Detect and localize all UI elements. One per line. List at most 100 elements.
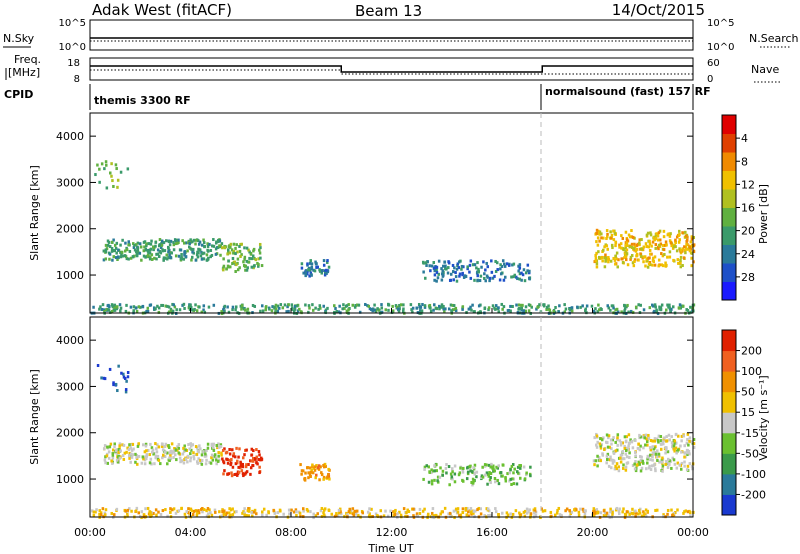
power-cell [520, 278, 523, 282]
power-cell [287, 309, 290, 313]
power-cell [395, 305, 399, 309]
power-cell [526, 263, 530, 267]
power-cell [116, 255, 120, 259]
power-cell [105, 186, 109, 190]
velocity-cell [110, 459, 113, 463]
velocity-cell [485, 471, 489, 475]
velocity-cell [134, 460, 137, 464]
power-cell [295, 304, 299, 308]
velocity-cell [637, 512, 640, 516]
velocity-cell [192, 451, 195, 455]
velocity-cell [518, 464, 521, 468]
power-cell [197, 242, 201, 246]
velocity-cell [674, 446, 678, 450]
power-cell [441, 269, 444, 273]
freq-label: Freq. [14, 53, 41, 66]
velocity-cell [236, 459, 239, 463]
power-cell [605, 229, 609, 233]
power-cell [245, 259, 249, 263]
power-cell [145, 309, 148, 313]
velocity-cell [261, 510, 264, 514]
power-cell [219, 253, 222, 257]
power-cell [477, 270, 481, 274]
velocity-cell [258, 471, 261, 475]
power-cell [325, 270, 328, 274]
power-cell [645, 257, 649, 261]
power-cell [183, 253, 186, 257]
power-cell [220, 242, 224, 246]
power-cell [112, 255, 116, 259]
velocity-cell [128, 451, 131, 455]
velocity-cell [140, 461, 144, 465]
power-cell [500, 264, 504, 268]
velocity-cell [688, 436, 692, 440]
power-cell [433, 303, 436, 307]
velocity-cell [160, 444, 164, 448]
power-cell [384, 308, 388, 312]
velocity-cell [231, 513, 235, 517]
velocity-cell [602, 436, 605, 440]
power-cell [624, 230, 628, 234]
power-cell [606, 232, 609, 236]
velocity-cell [583, 509, 587, 513]
velocity-cell [524, 509, 527, 513]
power-cell [223, 246, 227, 250]
power-cell [597, 303, 600, 307]
velocity-cell [509, 512, 512, 516]
velocity-cell [216, 446, 219, 450]
power-cell [189, 303, 192, 307]
power-cell [644, 264, 647, 268]
power-cell [153, 256, 156, 260]
power-cell [447, 266, 450, 270]
power-cell [118, 303, 122, 307]
power-cell [287, 303, 290, 307]
velocity-cell [100, 376, 103, 380]
power-cell [106, 243, 110, 247]
power-cell [124, 309, 128, 313]
velocity-cell [163, 454, 167, 458]
power-cell [602, 248, 605, 252]
velocity-cell [423, 465, 427, 469]
power-cell [160, 241, 163, 245]
velocity-cell [118, 444, 121, 448]
power-cell [135, 250, 138, 254]
velocity-cell [212, 448, 216, 452]
velocity-cell [472, 466, 475, 470]
velocity-cell [406, 508, 409, 512]
power-cell [684, 251, 687, 255]
power-cell [677, 240, 681, 244]
power-cell [374, 308, 378, 312]
velocity-cell [642, 446, 645, 450]
power-cell [614, 262, 617, 266]
velocity-cell [487, 509, 491, 513]
power-cell [310, 273, 313, 277]
velocity-cell [634, 511, 638, 515]
velocity-cell [200, 453, 204, 457]
power-cell [618, 243, 621, 247]
velocity-cell [129, 446, 132, 450]
power-cell [189, 238, 192, 242]
power-cell [188, 245, 191, 249]
velocity-cell [179, 460, 182, 464]
velocity-cell [144, 444, 148, 448]
power-cell [690, 256, 693, 260]
power-cell [317, 307, 320, 311]
power-cell [467, 307, 471, 311]
power-cell [488, 276, 492, 280]
power-cell [108, 257, 111, 261]
velocity-cell [98, 509, 102, 513]
power-cell [140, 258, 143, 262]
velocity-cell [471, 477, 475, 481]
power-cell [483, 306, 487, 310]
colorbar-tick-label: 24 [741, 248, 755, 261]
velocity-cell [337, 508, 341, 512]
velocity-cell [510, 464, 514, 468]
power-cell [635, 252, 639, 256]
power-cell [422, 261, 425, 265]
velocity-cell [525, 507, 529, 511]
power-cell [99, 305, 102, 309]
power-cell [98, 307, 101, 311]
velocity-cell [222, 461, 226, 465]
velocity-cell [683, 444, 686, 448]
power-cell [491, 304, 495, 308]
